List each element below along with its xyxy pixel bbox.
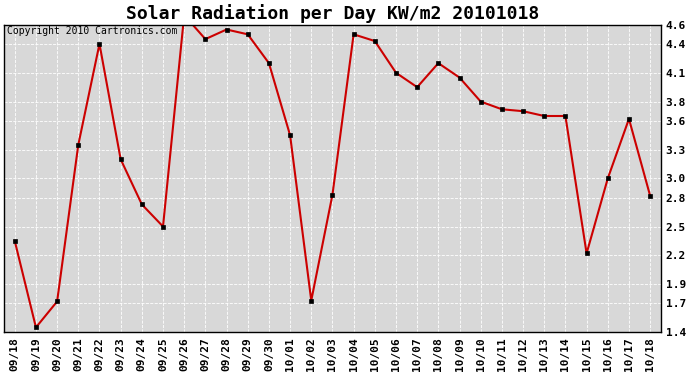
Title: Solar Radiation per Day KW/m2 20101018: Solar Radiation per Day KW/m2 20101018 xyxy=(126,4,539,23)
Text: Copyright 2010 Cartronics.com: Copyright 2010 Cartronics.com xyxy=(8,26,178,36)
